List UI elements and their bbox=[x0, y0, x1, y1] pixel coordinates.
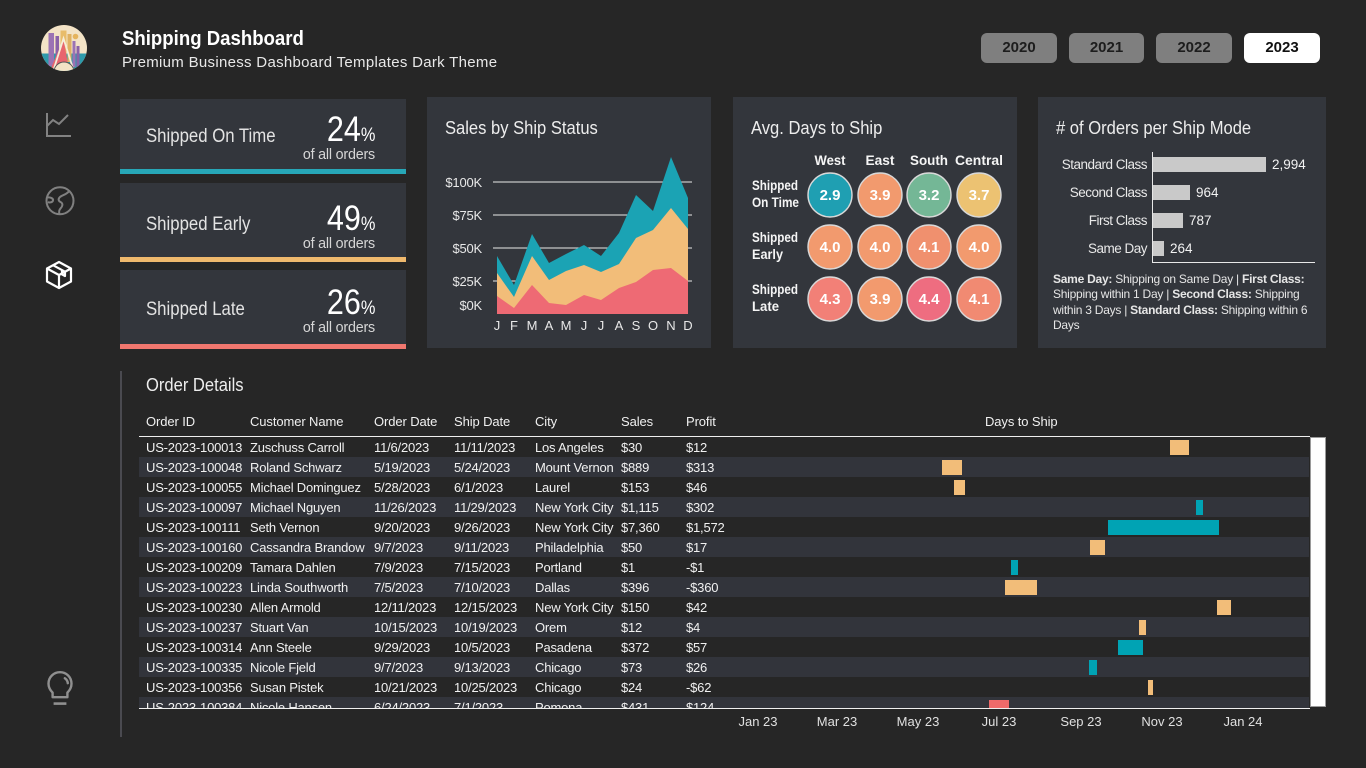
svg-text:4.0: 4.0 bbox=[969, 239, 990, 256]
svg-text:Late: Late bbox=[752, 299, 779, 314]
svg-text:Early: Early bbox=[752, 247, 783, 262]
svg-text:On Time: On Time bbox=[752, 195, 799, 210]
svg-text:3.9: 3.9 bbox=[870, 187, 891, 204]
svg-text:$0K: $0K bbox=[459, 298, 482, 313]
svg-text:A: A bbox=[545, 318, 554, 333]
svg-text:3.9: 3.9 bbox=[870, 291, 891, 308]
svg-text:M: M bbox=[527, 318, 538, 333]
svg-text:$75K: $75K bbox=[452, 208, 482, 223]
svg-text:$100K: $100K bbox=[445, 175, 482, 190]
svg-text:787: 787 bbox=[1189, 213, 1212, 228]
svg-text:N: N bbox=[666, 318, 675, 333]
svg-text:J: J bbox=[581, 318, 588, 333]
svg-text:$50K: $50K bbox=[452, 241, 482, 256]
svg-text:Shipped: Shipped bbox=[752, 230, 798, 245]
svg-text:$25K: $25K bbox=[452, 274, 482, 289]
svg-text:A: A bbox=[615, 318, 624, 333]
svg-text:3.2: 3.2 bbox=[919, 187, 940, 204]
svg-text:4.1: 4.1 bbox=[919, 239, 940, 256]
svg-text:East: East bbox=[866, 152, 895, 168]
svg-text:O: O bbox=[648, 318, 658, 333]
svg-text:South: South bbox=[910, 152, 948, 168]
svg-text:964: 964 bbox=[1196, 185, 1219, 200]
svg-text:3.7: 3.7 bbox=[969, 187, 990, 204]
svg-text:4.4: 4.4 bbox=[919, 291, 941, 308]
svg-text:2.9: 2.9 bbox=[820, 187, 841, 204]
svg-text:264: 264 bbox=[1170, 241, 1193, 256]
svg-text:4.3: 4.3 bbox=[820, 291, 841, 308]
svg-text:Same Day: Same Day bbox=[1088, 241, 1148, 256]
svg-text:First Class: First Class bbox=[1089, 213, 1148, 228]
svg-text:J: J bbox=[494, 318, 501, 333]
svg-text:2,994: 2,994 bbox=[1272, 157, 1306, 172]
svg-text:West: West bbox=[815, 152, 846, 168]
svg-text:Second Class: Second Class bbox=[1070, 185, 1148, 200]
svg-text:F: F bbox=[510, 318, 518, 333]
svg-text:4.1: 4.1 bbox=[969, 291, 990, 308]
svg-text:Standard Class: Standard Class bbox=[1062, 157, 1148, 172]
svg-text:M: M bbox=[561, 318, 572, 333]
svg-text:Shipped: Shipped bbox=[752, 282, 798, 297]
svg-text:Shipped: Shipped bbox=[752, 178, 798, 193]
svg-text:4.0: 4.0 bbox=[870, 239, 891, 256]
svg-text:J: J bbox=[598, 318, 605, 333]
svg-text:D: D bbox=[683, 318, 692, 333]
svg-text:S: S bbox=[632, 318, 641, 333]
svg-text:Central: Central bbox=[955, 152, 1003, 168]
svg-text:4.0: 4.0 bbox=[820, 239, 841, 256]
